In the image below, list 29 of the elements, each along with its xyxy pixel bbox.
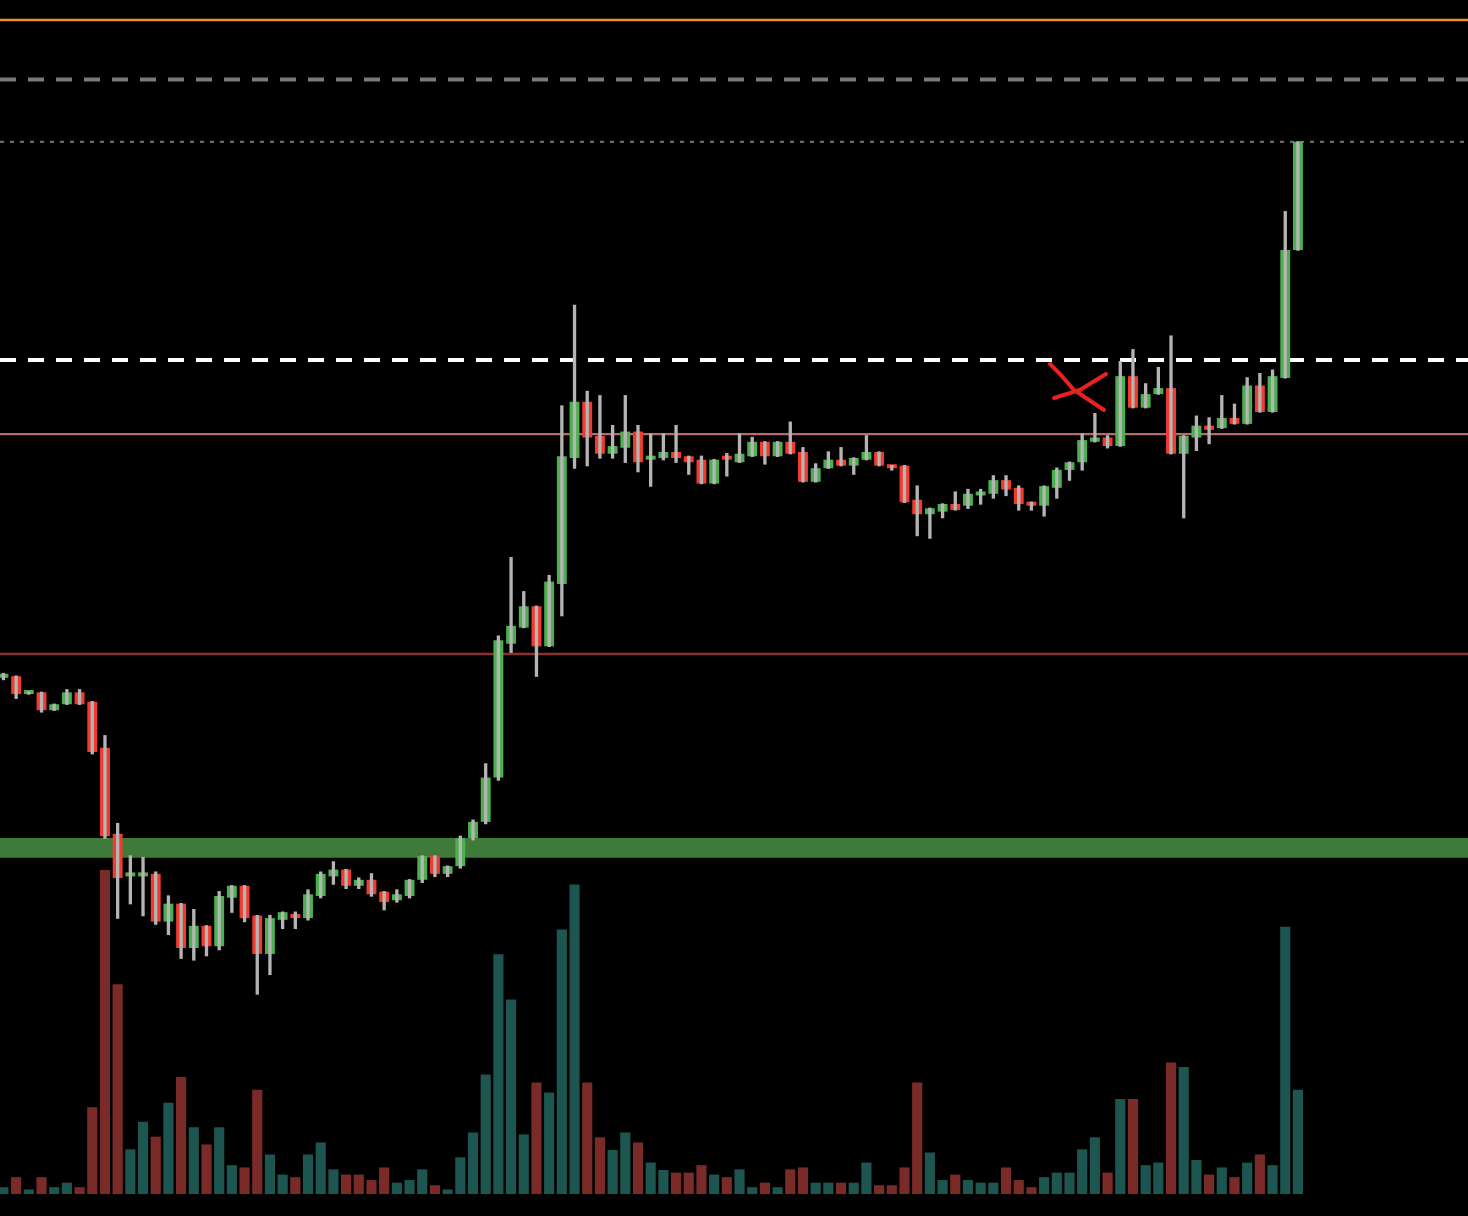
- bar: [632, 1142, 644, 1194]
- bar: [1229, 1177, 1240, 1194]
- bar: [835, 1182, 847, 1194]
- bar: [1254, 1154, 1265, 1194]
- bar: [201, 1144, 212, 1194]
- bar: [429, 1185, 441, 1194]
- bar: [290, 1177, 301, 1194]
- bar: [759, 1182, 770, 1194]
- bar: [721, 1177, 732, 1194]
- bar: [188, 1127, 199, 1194]
- bar: [176, 1077, 187, 1194]
- bar: [531, 1082, 542, 1194]
- bar: [709, 1174, 720, 1194]
- bar: [1204, 1174, 1215, 1194]
- bar: [150, 1136, 161, 1194]
- bar: [1216, 1167, 1227, 1194]
- bar: [772, 1187, 783, 1194]
- bar: [1102, 1172, 1113, 1194]
- bar: [950, 1174, 961, 1194]
- bar: [163, 1102, 174, 1194]
- bar: [1127, 1099, 1139, 1194]
- bar: [36, 1177, 47, 1194]
- candlestick: [772, 441, 783, 457]
- bar: [11, 1177, 22, 1194]
- bar: [1242, 1162, 1253, 1194]
- bar: [0, 1187, 9, 1194]
- candlestick: [1292, 141, 1303, 251]
- bar: [1115, 1099, 1126, 1194]
- bar: [1165, 1062, 1177, 1194]
